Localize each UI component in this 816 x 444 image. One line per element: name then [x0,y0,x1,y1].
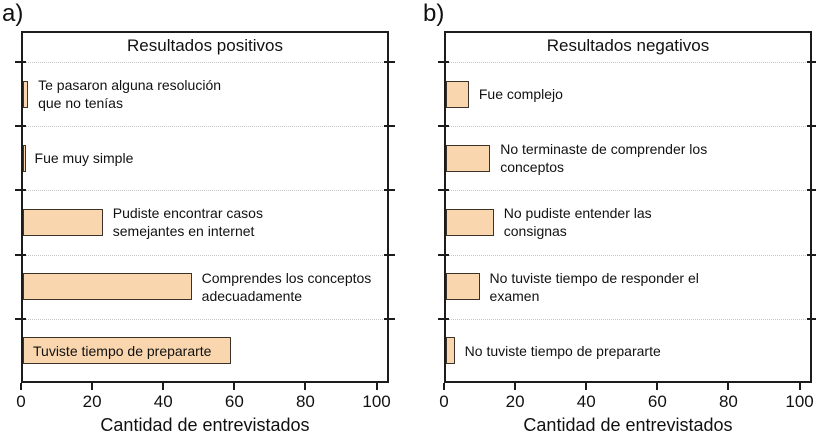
category-separator-gridline [23,126,387,128]
x-axis-tick [443,383,445,390]
y-axis-tick-right [807,317,816,320]
category-separator-gridline [446,254,810,256]
bar [23,273,192,301]
bar-chart-resultados-negativos: Resultados negativos Fue complejo No termi… [438,31,816,411]
category-separator-gridline [23,318,387,320]
x-axis-tick-label: 20 [82,392,102,411]
bar-label: No tuviste tiempo de responder el examen [489,269,699,304]
y-axis-tick-left [438,125,449,128]
x-axis-tick-label: 0 [16,392,26,411]
x-axis-tick [20,383,22,390]
panel-label-a: a) [2,0,24,27]
x-axis-tick [798,383,801,390]
y-axis-tick-left [438,253,449,256]
x-axis-tick-label: 80 [718,392,738,411]
bar-chart-resultados-positivos: Resultados positivos Te pasaron alguna re… [15,31,395,411]
x-axis-tick-label: 80 [295,392,315,411]
x-axis-tick [585,383,588,390]
y-axis-tick-left [15,125,26,128]
y-axis-tick-left [15,253,26,256]
category-separator-gridline [23,62,387,63]
bar [446,273,480,301]
x-axis-tick-label: 60 [647,392,667,411]
y-axis-tick-right [807,189,816,192]
panel-label-b: b) [423,0,445,27]
x-axis-tick-label: 40 [153,392,173,411]
y-axis-tick-left [15,189,26,192]
bar [446,337,455,365]
y-axis-tick-left [438,317,449,320]
y-axis-tick-left [438,189,449,192]
bar [23,144,26,172]
y-axis-tick-right [384,253,395,256]
x-axis-tick-label: 40 [576,392,596,411]
bar-label: Te pasaron alguna resolución que no tení… [38,76,222,112]
y-axis-tick-right [384,189,395,192]
x-axis-tick [375,383,378,390]
category-separator-gridline [446,318,810,320]
category-separator-gridline [23,254,387,256]
bar-label: Fue muy simple [34,150,134,167]
bar-label: No tuviste tiempo de prepararte [464,342,661,359]
bar [23,80,29,108]
x-axis-tick [656,383,659,390]
y-axis-tick-right [384,317,395,320]
x-axis-tick [304,383,307,390]
x-axis-tick-label: 100 [785,392,814,411]
x-axis-label-a: Cantidad de entrevistados [100,415,310,435]
x-axis-tick-label: 20 [505,392,525,411]
x-axis-label-b: Cantidad de entrevistados [523,415,733,435]
bar-label: Tuviste tiempo de prepararte [33,342,212,359]
bar [23,209,103,236]
category-separator-gridline [446,62,810,63]
chart-title: Resultados positivos [127,36,283,55]
chart-title: Resultados negativos [546,36,710,55]
y-axis-tick-right [384,125,395,128]
bar-label: Pudiste encontrar casos semejantes en in… [112,205,263,240]
y-axis-tick-left [438,61,449,63]
x-axis-tick [727,383,730,390]
category-separator-gridline [23,190,387,192]
bar [446,209,494,236]
bar-label: Comprendes los conceptos adecuadamente [201,269,372,304]
x-axis-tick-label: 0 [439,392,449,411]
category-separator-gridline [446,190,810,192]
bar [446,80,469,108]
x-axis-tick-label: 60 [224,392,244,411]
category-separator-gridline [446,126,810,128]
y-axis-tick-left [15,317,26,320]
x-axis-tick [162,383,165,390]
x-axis-tick [91,383,94,390]
x-axis-tick [514,383,517,390]
bar-label: No terminaste de comprender los concepto… [500,141,708,176]
bar [23,337,231,365]
y-axis-tick-left [15,61,26,63]
bar-label: Fue complejo [478,86,563,102]
y-axis-tick-right [384,61,395,63]
y-axis-tick-right [807,253,816,256]
bar [446,144,491,172]
x-axis-tick-label: 100 [362,392,391,411]
x-axis-tick [233,383,236,390]
y-axis-tick-right [807,125,816,128]
bar-label: No pudiste entender las consignas [503,205,652,240]
y-axis-tick-right [807,61,816,63]
